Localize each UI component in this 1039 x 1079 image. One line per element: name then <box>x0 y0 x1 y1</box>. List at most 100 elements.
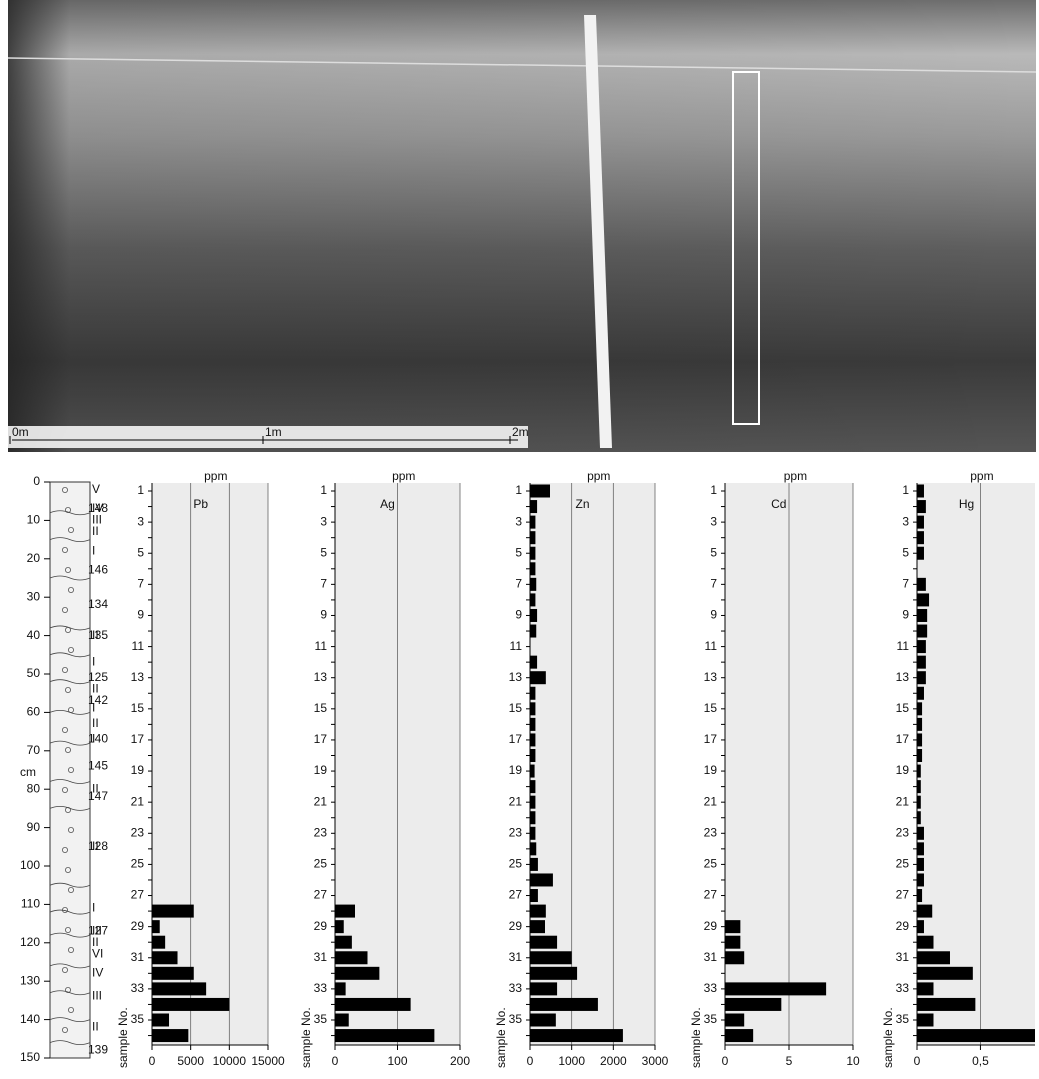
bar <box>152 967 194 980</box>
y-tick-label: 25 <box>509 857 523 871</box>
bar <box>530 500 537 513</box>
y-tick-label: 23 <box>896 825 910 839</box>
x-tick-label: 5000 <box>177 1054 204 1068</box>
y-tick-label: 30 <box>27 589 41 603</box>
y-tick-label: 29 <box>509 919 523 933</box>
y-tick-label: 9 <box>137 608 144 622</box>
y-tick-label: 130 <box>20 973 40 987</box>
layer-label: II <box>92 716 99 730</box>
y-tick-label: 90 <box>27 820 41 834</box>
bar <box>917 967 973 980</box>
bar <box>530 796 535 809</box>
x-tick-label: 15000 <box>251 1054 285 1068</box>
y-tick-label: 13 <box>896 670 910 684</box>
bar <box>917 780 921 793</box>
y-tick-label: 33 <box>704 981 718 995</box>
bar <box>335 936 352 949</box>
y-tick-label: 80 <box>27 781 41 795</box>
y-tick-label: 31 <box>896 950 910 964</box>
y-tick-label: 23 <box>704 825 718 839</box>
y-tick-label: 19 <box>314 763 328 777</box>
layer-label: 147 <box>88 789 108 803</box>
y-tick-label: 7 <box>137 577 144 591</box>
bar <box>917 656 926 669</box>
y-tick-label: 31 <box>509 950 523 964</box>
y-tick-label: 11 <box>132 639 145 653</box>
y-axis-label: sample No. <box>689 1007 703 1068</box>
bar <box>530 780 535 793</box>
bar <box>152 920 160 933</box>
bar <box>917 998 975 1011</box>
y-tick-label: 21 <box>896 794 910 808</box>
bar <box>530 827 535 840</box>
unit-label: ppm <box>784 469 807 483</box>
bar <box>917 702 922 715</box>
y-tick-label: 10 <box>27 513 41 527</box>
y-tick-label: 25 <box>131 857 145 871</box>
bar <box>917 796 921 809</box>
y-axis-label: sample No. <box>299 1007 313 1068</box>
y-tick-label: 150 <box>20 1050 40 1064</box>
layer-label: I <box>92 731 95 745</box>
x-tick-label: 2000 <box>600 1054 627 1068</box>
y-tick-label: 5 <box>710 545 717 559</box>
y-tick-label: 33 <box>314 981 328 995</box>
bar <box>917 936 933 949</box>
bar <box>725 951 744 964</box>
y-tick-label: 15 <box>896 701 910 715</box>
bar <box>530 749 535 762</box>
y-tick-label: 5 <box>137 545 144 559</box>
y-tick-label: 110 <box>21 897 40 911</box>
layer-label: 146 <box>88 562 108 576</box>
figure: 0m1m2m0102030405060708090100110120130140… <box>0 0 1039 1074</box>
bar <box>530 578 536 591</box>
y-tick-label: 17 <box>314 732 328 746</box>
bar <box>917 733 922 746</box>
bar <box>530 516 535 529</box>
bar <box>917 905 932 918</box>
y-tick-label: 9 <box>515 608 522 622</box>
bar <box>335 920 344 933</box>
y-tick-label: 120 <box>20 935 40 949</box>
bar <box>917 858 924 871</box>
scale-label: 2m <box>512 425 529 439</box>
y-tick-label: 23 <box>314 825 328 839</box>
y-tick-label: 50 <box>27 666 41 680</box>
y-tick-label: 7 <box>515 577 522 591</box>
y-tick-label: 33 <box>509 981 523 995</box>
layer-label: IV <box>92 966 103 980</box>
bar <box>917 889 922 902</box>
bar <box>152 1014 169 1027</box>
layer-label: V <box>92 482 100 496</box>
y-tick-label: 9 <box>902 608 909 622</box>
layer-label: I <box>92 701 95 715</box>
bar <box>917 1029 1035 1042</box>
site-photo <box>8 0 1036 452</box>
bar <box>152 936 165 949</box>
y-tick-label: 35 <box>314 1012 328 1026</box>
y-tick-label: 31 <box>131 950 145 964</box>
y-tick-label: 33 <box>896 981 910 995</box>
bar <box>530 718 535 731</box>
bar <box>917 687 924 700</box>
x-tick-label: 3000 <box>642 1054 669 1068</box>
bar <box>917 593 929 606</box>
y-tick-label: 13 <box>704 670 718 684</box>
chart-title: Pb <box>193 497 208 511</box>
y-tick-label: 35 <box>896 1012 910 1026</box>
y-tick-label: 21 <box>131 794 145 808</box>
x-tick-label: 0 <box>722 1054 729 1068</box>
bar <box>530 998 598 1011</box>
chart-title: Cd <box>771 497 786 511</box>
x-tick-label: 5 <box>786 1054 793 1068</box>
bar <box>152 1029 188 1042</box>
layer-label: 139 <box>88 1042 108 1056</box>
x-tick-label: 0,5 <box>972 1054 989 1068</box>
bar <box>335 905 355 918</box>
bar <box>530 873 553 886</box>
y-tick-label: 25 <box>314 857 328 871</box>
y-tick-label: 11 <box>510 639 523 653</box>
bar <box>152 982 206 995</box>
x-tick-label: 10000 <box>213 1054 247 1068</box>
y-tick-label: 17 <box>131 732 145 746</box>
